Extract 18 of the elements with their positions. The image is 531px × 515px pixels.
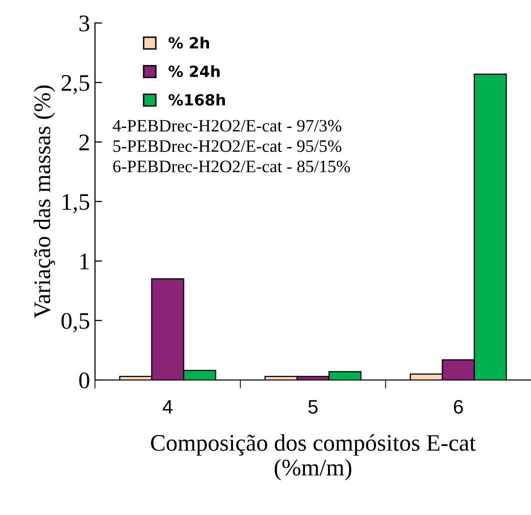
x-tick-label: 6 — [454, 400, 463, 414]
y-tick-label: 0,5 — [62, 312, 90, 332]
y-tick-label: 2,5 — [62, 75, 90, 94]
annotation: 6-PEBDrec-H2O2/E-cat - 85/15% — [113, 160, 350, 172]
y-tick-label: 0 — [79, 372, 90, 388]
y-tick-label: 1 — [80, 254, 89, 270]
y-tick-label: 1,5 — [62, 194, 90, 214]
legend-label: % 2h — [168, 36, 210, 49]
legend-label: % 24h — [168, 65, 220, 78]
x-tick-label: 5 — [308, 400, 318, 414]
annotation: 4-PEBDrec-H2O2/E-cat - 97/3% — [112, 120, 342, 132]
x-axis-title: Composição dos compósitos E-cat (%m/m) — [151, 434, 476, 480]
annotation: 5-PEBDrec-H2O2/E-cat - 95/5% — [113, 140, 342, 152]
y-axis-title: Variação das massas (%) — [34, 86, 56, 318]
y-tick-label: 3 — [79, 16, 90, 32]
x-tick-label: 4 — [162, 400, 173, 414]
legend-label: %168h — [168, 94, 225, 106]
y-tick-label: 2 — [79, 134, 89, 150]
